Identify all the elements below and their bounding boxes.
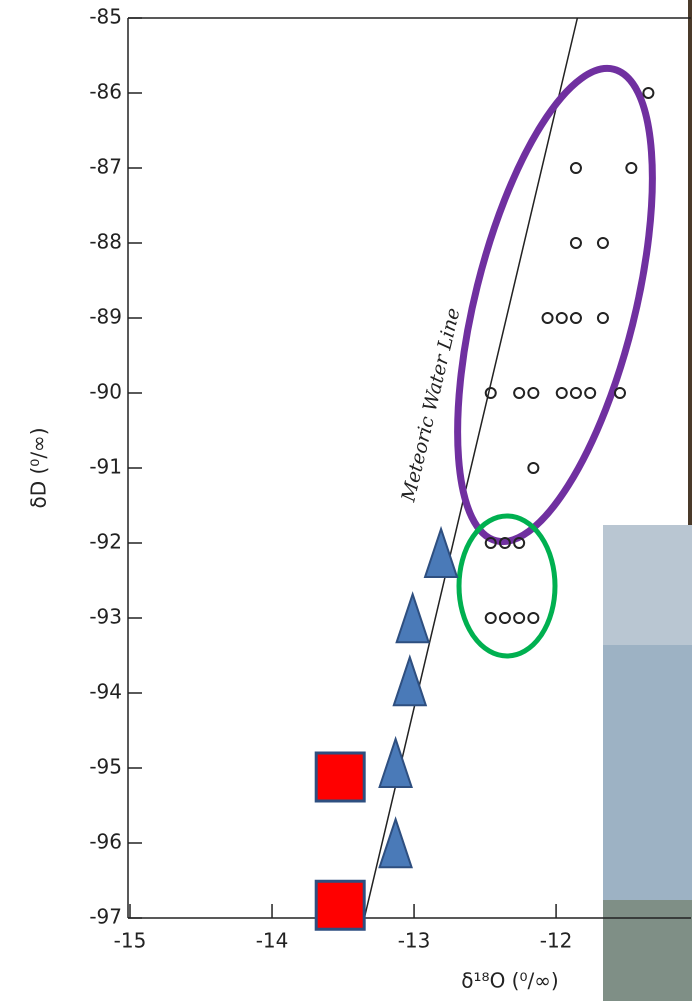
x-tick-label: -14 <box>256 929 289 953</box>
y-tick-label: -92 <box>89 530 122 554</box>
photo-ground <box>603 900 692 1001</box>
y-tick-label: -85 <box>89 5 122 29</box>
y-axis-label: δD (⁰/∞) <box>27 427 51 508</box>
data-point <box>585 388 595 398</box>
data-point <box>528 463 538 473</box>
purple-ellipse <box>419 50 692 560</box>
data-point <box>598 238 608 248</box>
y-tick-label: -96 <box>89 830 122 854</box>
y-tick-label: -93 <box>89 605 122 629</box>
x-tick-label: -12 <box>540 929 573 953</box>
data-point <box>514 613 524 623</box>
data-point <box>598 313 608 323</box>
data-point <box>514 388 524 398</box>
data-point <box>528 613 538 623</box>
square-point <box>316 881 364 929</box>
data-point <box>486 388 496 398</box>
data-point <box>543 313 553 323</box>
triangle-point <box>380 739 412 787</box>
plot-area: -85-86-87-88-89-90-91-92-93-94-95-96-97-… <box>89 5 691 953</box>
data-point <box>626 163 636 173</box>
y-tick-label: -94 <box>89 680 122 704</box>
data-point <box>500 613 510 623</box>
triangle-point <box>397 594 429 642</box>
data-point <box>643 88 653 98</box>
square-point <box>316 753 364 801</box>
x-tick-label: -15 <box>114 929 147 953</box>
y-tick-label: -95 <box>89 755 122 779</box>
x-tick-label: -13 <box>398 929 431 953</box>
data-point <box>615 388 625 398</box>
y-tick-label: -87 <box>89 155 122 179</box>
triangle-point <box>380 819 412 867</box>
y-tick-label: -86 <box>89 80 122 104</box>
data-point <box>571 388 581 398</box>
data-point <box>557 313 567 323</box>
green-ellipse <box>459 516 555 656</box>
y-tick-label: -97 <box>89 905 122 929</box>
y-tick-label: -90 <box>89 380 122 404</box>
chart: -85-86-87-88-89-90-91-92-93-94-95-96-97-… <box>0 0 692 1001</box>
x-axis-label: δ¹⁸O (⁰/∞) <box>461 969 558 993</box>
y-tick-label: -88 <box>89 230 122 254</box>
triangle-point <box>425 529 457 577</box>
y-tick-label: -89 <box>89 305 122 329</box>
data-point <box>571 313 581 323</box>
marks <box>316 88 653 929</box>
data-point <box>486 613 496 623</box>
line-annotation: Meteoric Water Line <box>397 306 464 505</box>
y-tick-label: -91 <box>89 455 122 479</box>
data-point <box>571 163 581 173</box>
photo-edge <box>688 0 692 525</box>
data-point <box>557 388 567 398</box>
data-point <box>528 388 538 398</box>
photo-sky <box>603 525 692 645</box>
data-point <box>571 238 581 248</box>
